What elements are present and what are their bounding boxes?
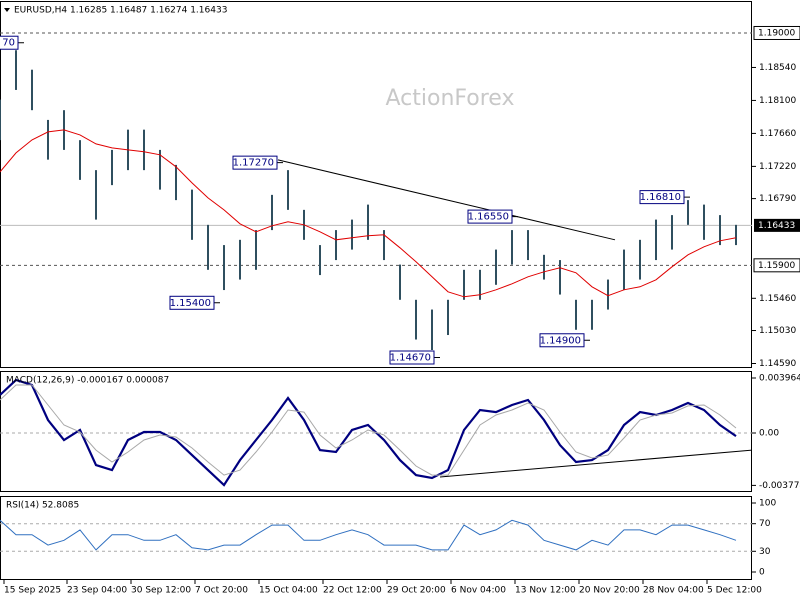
annotation-label: 1.15400 xyxy=(170,298,211,309)
last-price-box xyxy=(754,218,800,232)
pane-border xyxy=(0,1,752,368)
pane-border xyxy=(0,371,752,492)
x-tick-label: 30 Sep 12:00 xyxy=(131,586,191,596)
y-tick-label: 1.18100 xyxy=(759,96,796,106)
y-tick-label: -0.003774 xyxy=(759,481,800,491)
x-tick-label: 15 Oct 04:00 xyxy=(259,586,318,596)
level-label: 1.19000 xyxy=(758,28,795,38)
annotation-label: 1.17270 xyxy=(233,158,274,169)
y-tick-label: 0.003964 xyxy=(759,373,800,383)
x-tick-label: 23 Sep 04:00 xyxy=(67,586,127,596)
x-tick-label: 15 Sep 2025 xyxy=(4,586,61,596)
trendline xyxy=(277,159,616,241)
x-tick-label: 13 Nov 12:00 xyxy=(515,586,576,596)
y-tick-label: 0 xyxy=(759,567,765,577)
y-tick-label: 0.00 xyxy=(759,429,779,439)
annotation-box xyxy=(539,333,585,348)
x-tick-label: 22 Oct 12:00 xyxy=(323,586,382,596)
pane-border xyxy=(0,496,752,580)
x-tick-label: 6 Nov 04:00 xyxy=(451,586,506,596)
y-tick-label: 30 xyxy=(759,547,771,557)
annotation-label: 1.14900 xyxy=(540,335,581,346)
pane-title: EURUSD,H4 1.16285 1.16487 1.16274 1.1643… xyxy=(14,6,227,16)
annotation-label: 1.14670 xyxy=(390,353,431,364)
x-tick-label: 29 Oct 20:00 xyxy=(387,586,446,596)
y-tick-label: 1.16790 xyxy=(759,194,796,204)
pane-title: RSI(14) 52.8085 xyxy=(6,501,79,511)
annotation-label: 1.16810 xyxy=(640,192,681,203)
x-tick-label: 5 Dec 12:00 xyxy=(707,586,762,596)
title-marker xyxy=(4,8,10,12)
annotation-box xyxy=(0,35,19,50)
annotation-label: 1.16550 xyxy=(468,212,509,223)
y-tick-label: 70 xyxy=(759,519,771,529)
indicator-line xyxy=(0,384,737,476)
level-label-box xyxy=(753,258,800,273)
annotation-box xyxy=(467,209,513,224)
x-tick-label: 7 Oct 20:00 xyxy=(195,586,248,596)
annotation-box xyxy=(169,295,215,310)
level-label-box xyxy=(753,25,800,40)
x-tick-label: 28 Nov 04:00 xyxy=(643,586,704,596)
pane-title: MACD(12,26,9) -0.000167 0.000087 xyxy=(6,376,169,386)
annotation-box xyxy=(232,155,278,170)
trendline xyxy=(439,449,753,478)
indicator-line xyxy=(0,378,737,487)
annotation-box xyxy=(639,190,685,205)
last-price-label: 1.16433 xyxy=(758,221,795,231)
watermark: ActionForex xyxy=(386,86,515,111)
y-tick-label: 1.17660 xyxy=(759,129,796,139)
x-tick-label: 20 Nov 20:00 xyxy=(579,586,640,596)
y-tick-label: 1.15460 xyxy=(759,294,796,304)
annotation-label: 70 xyxy=(2,38,15,49)
y-tick-label: 1.14590 xyxy=(759,359,796,369)
level-label: 1.15900 xyxy=(758,261,795,271)
y-tick-label: 100 xyxy=(759,499,776,509)
indicator-line xyxy=(0,519,737,551)
moving-average xyxy=(0,129,737,298)
annotation-box xyxy=(389,350,435,365)
y-tick-label: 1.17220 xyxy=(759,162,796,172)
y-tick-label: 1.15030 xyxy=(759,326,796,336)
y-tick-label: 1.18540 xyxy=(759,63,796,73)
